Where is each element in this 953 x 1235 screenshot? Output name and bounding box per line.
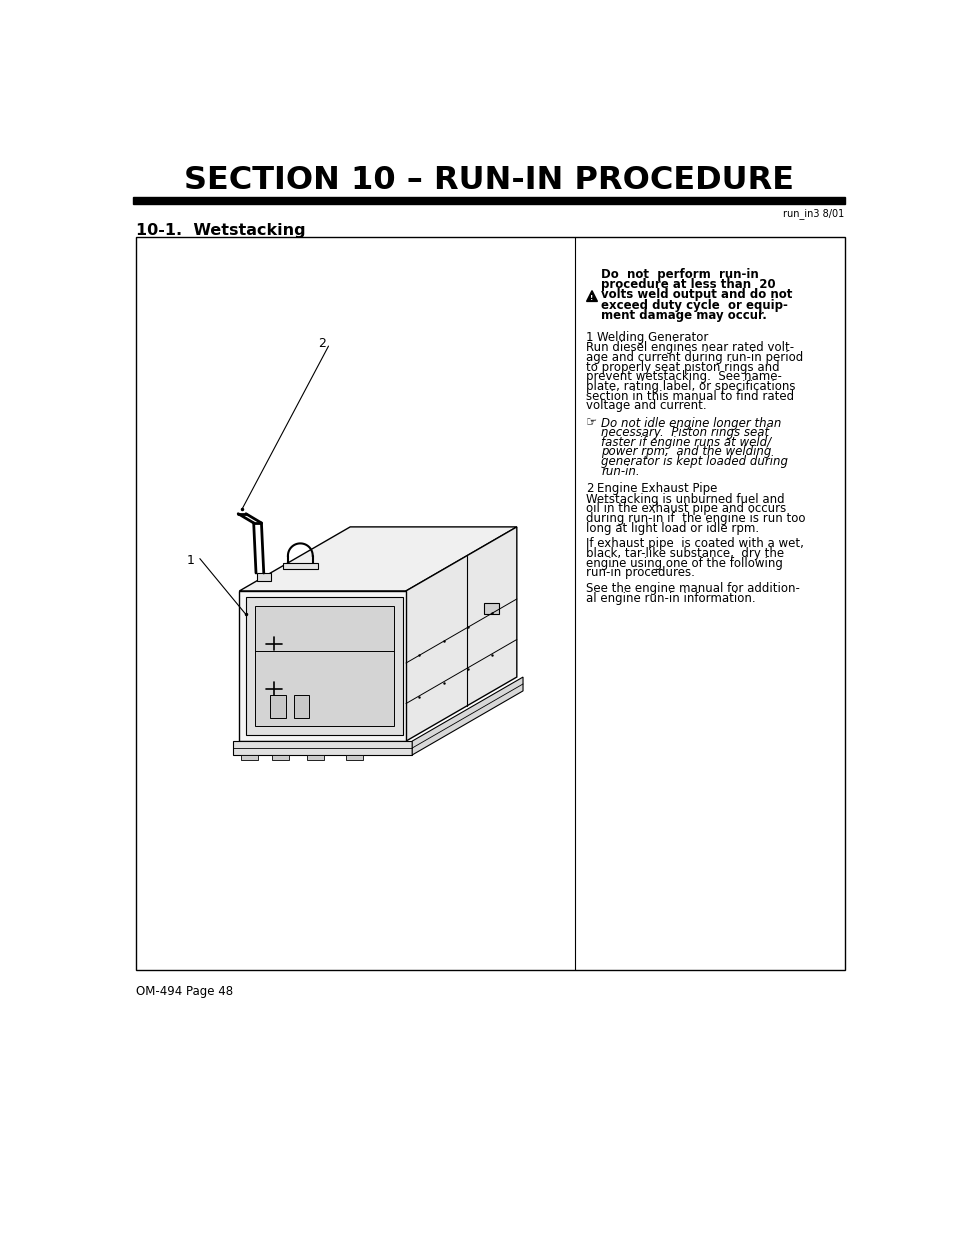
- Text: Run diesel engines near rated volt-: Run diesel engines near rated volt-: [585, 341, 793, 354]
- Bar: [307, 755, 323, 760]
- Text: oil in the exhaust pipe and occurs: oil in the exhaust pipe and occurs: [585, 503, 785, 515]
- Polygon shape: [245, 597, 402, 735]
- Polygon shape: [239, 527, 517, 592]
- Text: necessary.  Piston rings seat: necessary. Piston rings seat: [600, 426, 769, 440]
- Text: al engine run-in information.: al engine run-in information.: [585, 592, 755, 605]
- Text: to properly seat piston rings and: to properly seat piston rings and: [585, 361, 779, 374]
- Text: long at light load or idle rpm.: long at light load or idle rpm.: [585, 521, 759, 535]
- Text: 2: 2: [318, 336, 326, 350]
- Polygon shape: [239, 592, 406, 741]
- Text: SECTION 10 – RUN-IN PROCEDURE: SECTION 10 – RUN-IN PROCEDURE: [184, 165, 793, 196]
- Bar: [272, 755, 289, 760]
- Text: engine using one of the following: engine using one of the following: [585, 557, 781, 569]
- Polygon shape: [406, 527, 517, 741]
- Polygon shape: [586, 290, 597, 301]
- Polygon shape: [254, 606, 394, 726]
- Bar: [483, 603, 498, 614]
- Text: plate, rating label, or specifications: plate, rating label, or specifications: [585, 380, 795, 393]
- Text: section in this manual to find rated: section in this manual to find rated: [585, 389, 793, 403]
- Text: ☞: ☞: [585, 416, 597, 430]
- Text: 1: 1: [585, 331, 593, 343]
- Text: !: !: [590, 295, 593, 301]
- Text: generator is kept loaded during: generator is kept loaded during: [600, 454, 787, 468]
- Bar: [241, 755, 257, 760]
- Text: Do  not  perform  run-in: Do not perform run-in: [600, 268, 759, 280]
- Text: prevent wetstacking.  See name-: prevent wetstacking. See name-: [585, 370, 781, 383]
- Polygon shape: [233, 741, 412, 755]
- Text: If exhaust pipe  is coated with a wet,: If exhaust pipe is coated with a wet,: [585, 537, 802, 551]
- Text: power rpm,  and the welding: power rpm, and the welding: [600, 446, 771, 458]
- Text: exceed duty cycle  or equip-: exceed duty cycle or equip-: [600, 299, 787, 311]
- Text: See the engine manual for addition-: See the engine manual for addition-: [585, 582, 799, 595]
- Text: OM-494 Page 48: OM-494 Page 48: [136, 986, 233, 998]
- Bar: [270, 695, 286, 718]
- Bar: [136, 237, 843, 969]
- Bar: [133, 198, 843, 205]
- Text: faster if engine runs at weld/: faster if engine runs at weld/: [600, 436, 771, 448]
- Text: age and current during run-in period: age and current during run-in period: [585, 351, 802, 364]
- Bar: [282, 563, 317, 569]
- Text: black, tar-like substance,  dry the: black, tar-like substance, dry the: [585, 547, 783, 559]
- Text: Engine Exhaust Pipe: Engine Exhaust Pipe: [596, 482, 717, 495]
- Text: Welding Generator: Welding Generator: [596, 331, 707, 343]
- Bar: [256, 573, 271, 580]
- Text: run-in procedures.: run-in procedures.: [585, 567, 694, 579]
- Text: procedure at less than  20: procedure at less than 20: [600, 278, 775, 291]
- Bar: [294, 695, 309, 718]
- Text: run_in3 8/01: run_in3 8/01: [782, 209, 843, 219]
- Text: 10-1.  Wetstacking: 10-1. Wetstacking: [136, 222, 306, 238]
- Text: 2: 2: [585, 482, 593, 495]
- Text: during run-in if  the engine is run too: during run-in if the engine is run too: [585, 513, 804, 525]
- Bar: [345, 755, 362, 760]
- Polygon shape: [412, 677, 522, 755]
- Text: voltage and current.: voltage and current.: [585, 399, 705, 412]
- Text: ment damage may occur.: ment damage may occur.: [600, 309, 766, 322]
- Text: 1: 1: [187, 553, 194, 567]
- Text: Wetstacking is unburned fuel and: Wetstacking is unburned fuel and: [585, 493, 783, 506]
- Text: volts weld output and do not: volts weld output and do not: [600, 288, 792, 301]
- Text: run-in.: run-in.: [600, 464, 639, 478]
- Text: Do not idle engine longer than: Do not idle engine longer than: [600, 416, 781, 430]
